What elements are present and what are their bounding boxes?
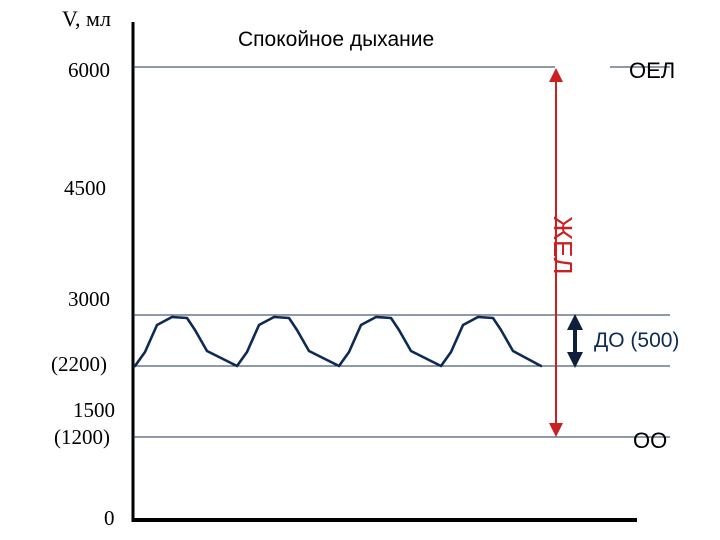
tick-4500: 4500 (64, 176, 106, 200)
do-label: ДО (500) (594, 329, 680, 352)
zhel-label: ЖЕЛ (548, 216, 578, 275)
breathing-wave (133, 315, 543, 368)
diagram-title: Спокойное дыхание (238, 28, 435, 51)
tick-1200: (1200) (54, 425, 110, 449)
tick-1500: 1500 (73, 398, 115, 422)
tick-6000: 6000 (68, 58, 110, 82)
tick-2200: (2200) (51, 352, 107, 376)
tick-3000: 3000 (68, 287, 110, 311)
y-axis-label: V, мл (62, 6, 111, 31)
oel-label: ОЕЛ (629, 58, 676, 83)
tick-0: 0 (104, 506, 115, 530)
oo-label: ОО (633, 428, 668, 453)
